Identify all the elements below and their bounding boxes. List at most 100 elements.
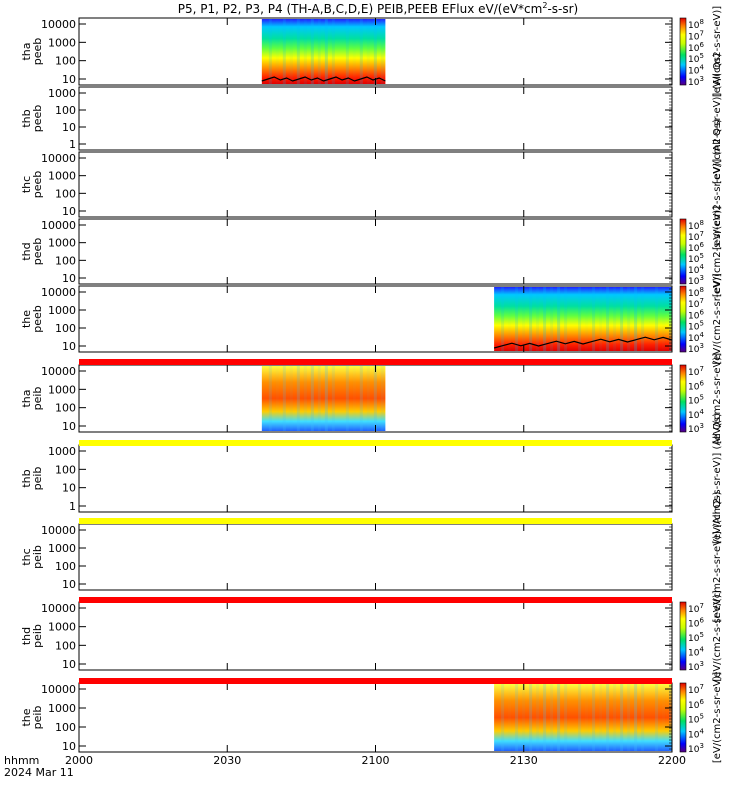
y-axis-label-probe: thb (20, 469, 33, 487)
y-axis-label-product: peeb (31, 238, 44, 266)
spectrogram-stripe (331, 366, 335, 431)
colorbar-tick-exponent: 5 (699, 252, 703, 260)
colorbar-gradient (679, 682, 687, 753)
spectrogram-stripe (366, 366, 370, 431)
spectrogram-stripe (268, 366, 272, 431)
time-unit-label: hhmm (4, 754, 39, 767)
y-tick-label: 1000 (48, 170, 76, 183)
y-tick-label: 10000 (41, 152, 76, 165)
spectrogram-stripe (276, 19, 279, 84)
spectrogram-block (261, 19, 386, 84)
spectrogram-stripe (550, 287, 554, 351)
colorbar-tick-exponent: 3 (699, 660, 703, 668)
y-axis-label-probe: thd (20, 242, 33, 260)
spectrogram-stripe (331, 19, 335, 84)
footer: hhmm 2024 Mar 11 (4, 754, 74, 779)
colorbar-tick-label: 104 (688, 408, 704, 421)
y-tick-label: 100 (55, 322, 76, 335)
colorbar-tick-exponent: 5 (699, 394, 703, 402)
colorbar-tick-exponent: 4 (699, 263, 704, 271)
x-tick-label: 2000 (65, 754, 93, 767)
y-tick-label: 10 (62, 272, 76, 285)
colorbar-tick-exponent: 7 (699, 683, 703, 691)
panel-tha-peeb: 10000100010010thapeeb108107106105104103[… (20, 6, 723, 97)
colorbar-tick-label: 103 (688, 422, 704, 435)
panels: 10000100010010thapeeb108107106105104103[… (20, 6, 723, 767)
colorbar-gradient (679, 218, 687, 285)
y-axis-label-probe: thd (20, 627, 33, 645)
y-tick-label: 1000 (48, 87, 76, 100)
spectrogram-stripe (317, 19, 321, 84)
y-tick-label: 10000 (41, 683, 76, 696)
y-tick-label: 100 (55, 104, 76, 117)
colorbar-tick-exponent: 3 (699, 422, 703, 430)
colorbar-tick-exponent: 7 (699, 365, 703, 373)
colorbar-unit-label: [eV/(cm2-s-sr-eV)] (712, 273, 723, 364)
colorbar-tick-exponent: 4 (699, 727, 704, 735)
panel-frame (78, 86, 673, 151)
y-tick-label: 10000 (41, 286, 76, 299)
spectrogram-stripe (501, 287, 505, 351)
y-tick-label: 100 (55, 402, 76, 415)
y-tick-label: 1 (69, 138, 76, 151)
colorbar-tick-exponent: 6 (699, 698, 704, 706)
colorbar-tick-exponent: 6 (699, 308, 704, 316)
spectrogram-stripe (627, 684, 631, 751)
y-tick-label: 100 (55, 187, 76, 200)
y-axis-label-product: peeb (31, 38, 44, 66)
colorbar-tick-exponent: 3 (699, 342, 703, 350)
spectrogram-stripe (599, 287, 603, 351)
y-axis-label-probe: the (20, 708, 33, 726)
colorbar-tick-exponent: 7 (699, 29, 703, 37)
colorbar: [eV/(cm2-s-sr-eV)] (All Qs) (712, 119, 723, 250)
spectrogram-stripe (550, 684, 554, 751)
y-tick-label: 10 (62, 658, 76, 671)
panel-frame (78, 218, 673, 285)
y-tick-label: 10000 (41, 602, 76, 615)
potential-line (261, 76, 386, 82)
spectrogram-stripe (620, 287, 624, 351)
colorbar-tick-exponent: 3 (699, 274, 703, 282)
spectrogram-stripe (508, 684, 511, 751)
spectrogram-stripe (522, 287, 526, 351)
spectrogram-stripe (296, 19, 300, 84)
spectrogram-stripe (536, 684, 540, 751)
colorbar-gradient (679, 601, 687, 671)
colorbar-unit-label: [eV/(cm2-s-sr-eV)] (712, 6, 723, 97)
y-axis-label-probe: thb (20, 109, 33, 127)
colorbar-tick-exponent: 7 (699, 230, 703, 238)
colorbar-tick-label: 107 (688, 683, 704, 696)
status-bar (79, 440, 672, 446)
y-tick-label: 1 (69, 500, 76, 513)
y-tick-label: 100 (55, 463, 76, 476)
spectrogram-stripe (564, 287, 568, 351)
colorbar-tick-label: 105 (688, 631, 704, 644)
spectrogram-stripe (380, 19, 384, 84)
y-tick-label: 100 (55, 254, 76, 267)
y-tick-label: 1000 (48, 237, 76, 250)
panel-thd-peeb: 10000100010010thdpeeb108107106105104103[… (20, 206, 723, 297)
colorbar-tick-exponent: 5 (699, 52, 703, 60)
spectrogram-stripe (310, 19, 314, 84)
spectrogram-stripe (578, 287, 582, 351)
y-tick-label: 1000 (48, 702, 76, 715)
spectrogram-stripe (353, 366, 356, 431)
y-tick-label: 10 (62, 482, 76, 495)
spectrogram-stripe (289, 366, 293, 431)
spectrogram-stripe (529, 684, 533, 751)
spectrogram-stripe (345, 366, 349, 431)
spectrogram-stripe (606, 684, 610, 751)
colorbar-tick-exponent: 4 (699, 646, 704, 654)
spectrogram-stripe (359, 366, 363, 431)
x-tick-label: 2100 (362, 754, 390, 767)
colorbar-gradient (679, 285, 687, 353)
colorbar-tick-label: 103 (688, 75, 704, 88)
spectrogram-stripe (592, 684, 596, 751)
spectrogram-stripe (592, 287, 596, 351)
spectrogram-stripe (641, 684, 645, 751)
spectrogram-stripe (662, 287, 665, 351)
